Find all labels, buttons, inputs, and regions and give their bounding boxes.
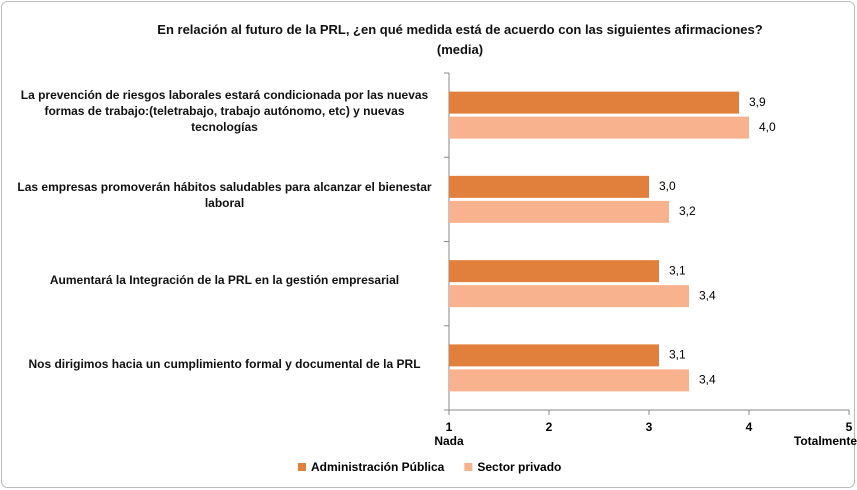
x-tick-label: 2 (546, 420, 553, 434)
chart-title: En relación al futuro de la PRL, ¿en qué… (157, 22, 763, 57)
category-label: Las empresas promoverán hábitos saludabl… (17, 180, 432, 211)
category-label: La prevención de riesgos laborales estar… (20, 88, 429, 135)
bar (449, 369, 689, 392)
value-label: 3,0 (659, 179, 676, 193)
bar (449, 200, 669, 223)
legend-label: Administración Pública (311, 460, 445, 474)
category-label: Aumentará la Integración de la PRL en la… (49, 272, 400, 287)
legend-swatch (298, 463, 306, 471)
category-label: Nos dirigimos hacia un cumplimiento form… (28, 356, 421, 371)
x-max-label: Totalmente (794, 434, 857, 448)
legend-swatch (464, 463, 473, 471)
x-tick-label: 1 (446, 420, 453, 434)
x-min-label: Nada (434, 434, 464, 448)
bar (449, 116, 749, 139)
bar (449, 175, 649, 198)
x-tick-label: 3 (646, 420, 653, 434)
x-tick-label: 4 (746, 420, 753, 434)
value-label: 3,4 (699, 288, 716, 302)
bar (449, 260, 659, 283)
value-label: 3,1 (669, 263, 686, 277)
value-label: 3,9 (749, 95, 766, 109)
bar (449, 344, 659, 367)
value-label: 3,1 (669, 348, 686, 362)
bar (449, 285, 689, 308)
x-tick-label: 5 (846, 420, 853, 434)
value-label: 4,0 (759, 120, 776, 134)
legend-label: Sector privado (477, 460, 561, 474)
value-label: 3,2 (679, 204, 696, 218)
value-label: 3,4 (699, 373, 716, 387)
bar (449, 91, 739, 114)
